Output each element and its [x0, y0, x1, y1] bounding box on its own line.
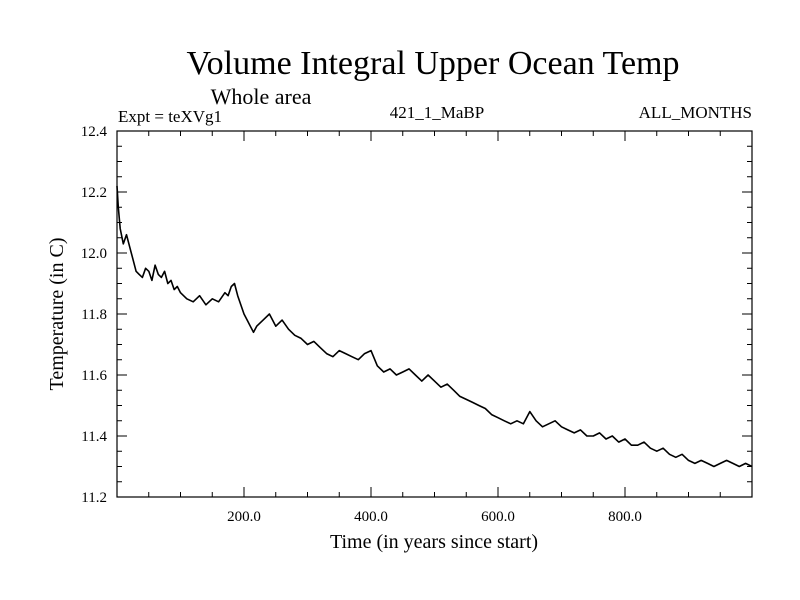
x-tick-label: 600.0 [481, 509, 515, 525]
y-tick-label: 12.4 [81, 124, 108, 140]
y-tick-label: 11.4 [81, 429, 107, 445]
chart-subtitle: Whole area [211, 84, 312, 109]
y-tick-label: 11.8 [81, 307, 107, 323]
months-label: ALL_MONTHS [639, 103, 752, 122]
y-tick-label: 12.2 [81, 185, 107, 201]
temperature-line [116, 185, 753, 468]
x-tick-label: 800.0 [608, 509, 642, 525]
y-tick-label: 11.6 [81, 368, 107, 384]
run-label: 421_1_MaBP [390, 103, 484, 122]
axis-ticks [117, 131, 752, 497]
plot-frame [116, 130, 753, 498]
y-tick-label: 11.2 [81, 490, 107, 506]
x-axis-label: Time (in years since start) [330, 531, 538, 553]
x-tick-label: 200.0 [227, 509, 261, 525]
y-tick-label: 12.0 [81, 246, 107, 262]
experiment-label: Expt = teXVg1 [118, 107, 222, 126]
chart-title: Volume Integral Upper Ocean Temp [187, 45, 680, 82]
y-axis-label: Temperature (in C) [46, 238, 68, 391]
tick-labels: 200.0 400.0 600.0 800.0 11.2 11.4 11.6 11.8 12.0… [81, 124, 642, 525]
x-tick-label: 400.0 [354, 509, 388, 525]
